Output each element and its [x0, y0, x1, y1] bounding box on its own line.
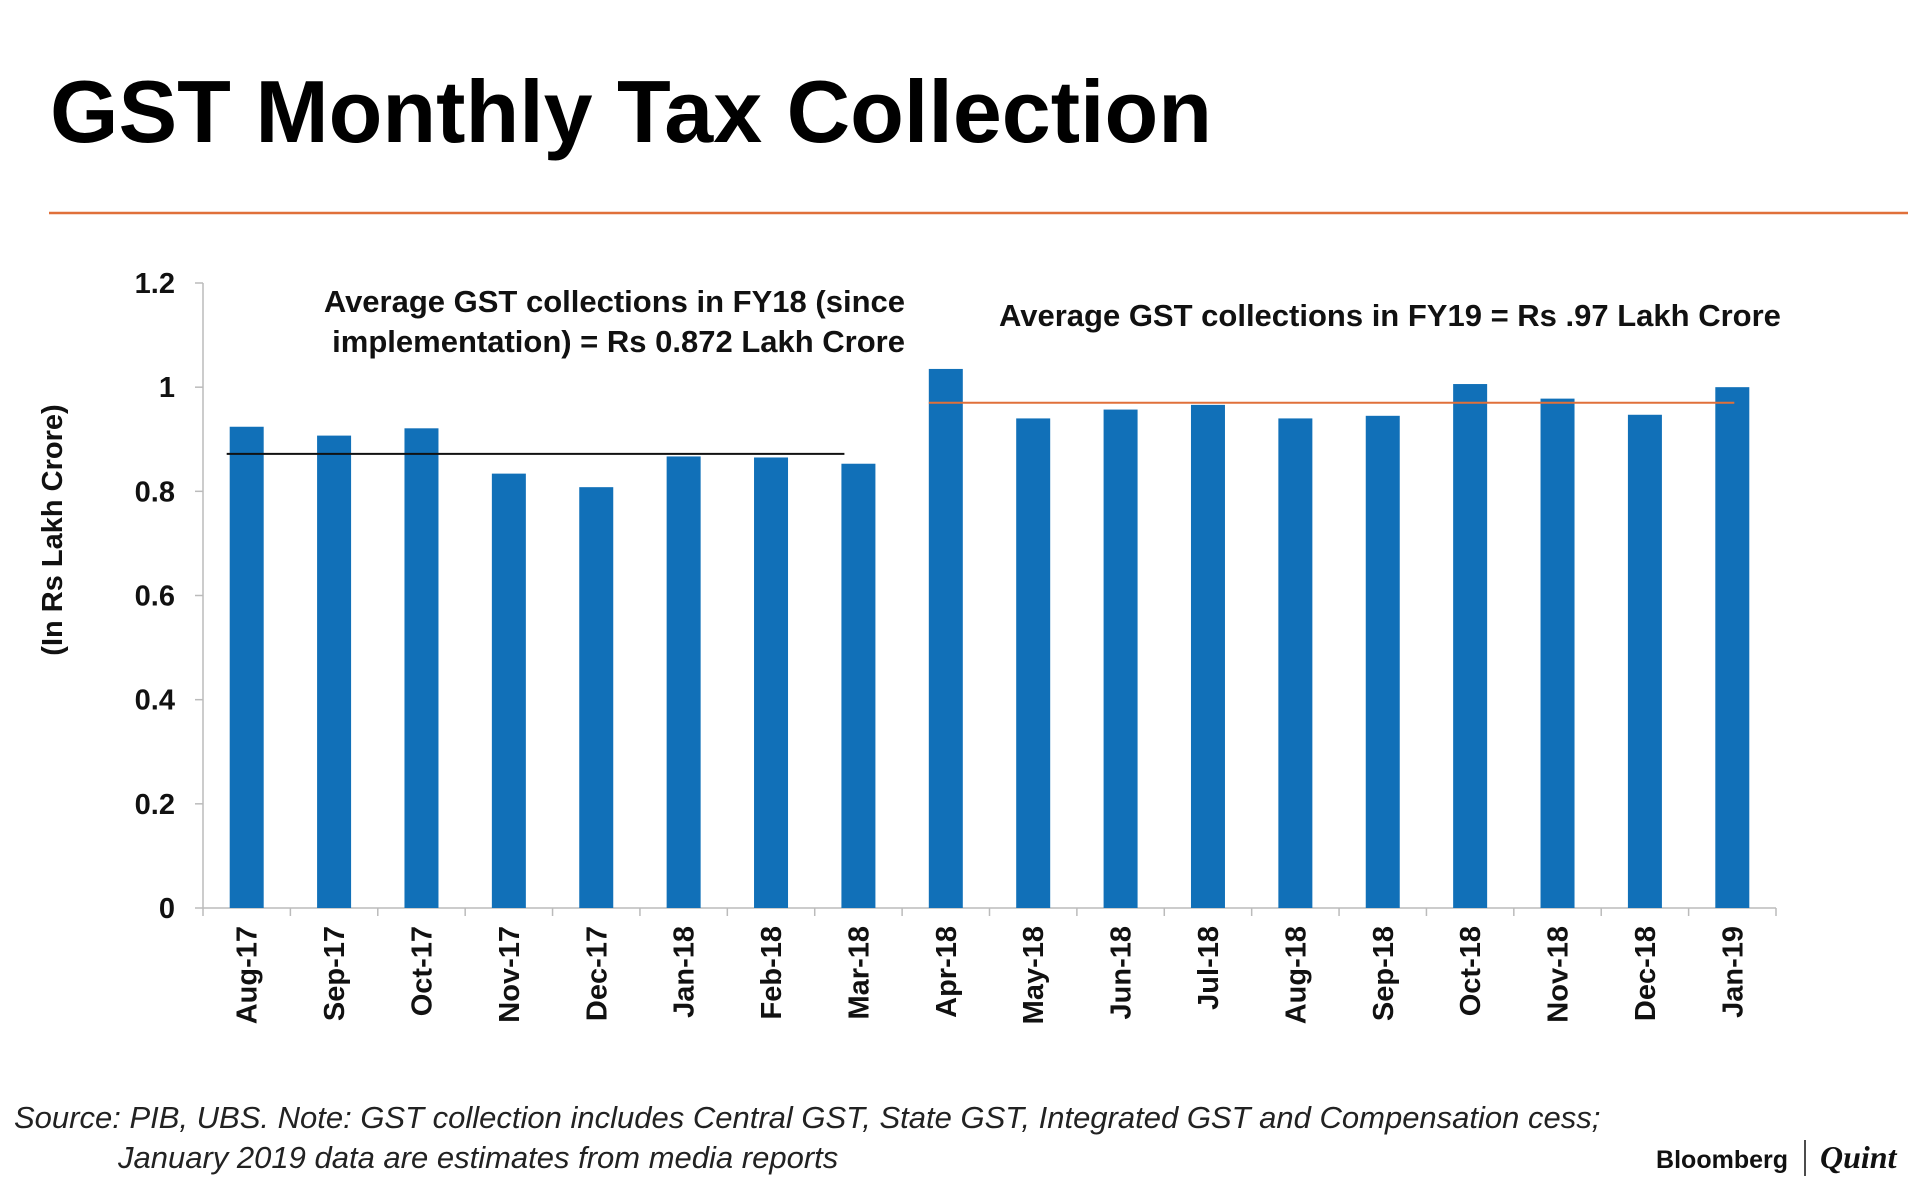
bar-may-18 — [1016, 418, 1051, 908]
x-tick-label: Sep-17 — [319, 926, 351, 1021]
x-tick-label: Dec-17 — [581, 926, 613, 1021]
x-tick-label: Apr-18 — [931, 926, 963, 1018]
chart-title: GST Monthly Tax Collection — [50, 62, 1212, 161]
bar-sep-17 — [317, 435, 352, 908]
source-line-1: Source: PIB, UBS. Note: GST collection i… — [14, 1100, 1600, 1135]
x-tick-label: Jul-18 — [1193, 926, 1225, 1010]
bloomberg-quint-logo: Bloomberg Quint — [1656, 1139, 1898, 1176]
y-tick-label: 0.6 — [135, 581, 175, 613]
x-tick-label: Aug-18 — [1280, 926, 1312, 1024]
bar-feb-18 — [754, 457, 789, 908]
bar-apr-18 — [928, 368, 963, 908]
bar-jan-19 — [1715, 387, 1750, 909]
bar-jan-18 — [666, 456, 701, 908]
x-tick-label: Oct-18 — [1455, 926, 1487, 1016]
y-tick-label: 0.2 — [135, 789, 175, 821]
x-tick-label: Aug-17 — [232, 926, 264, 1024]
x-tick-label: May-18 — [1018, 926, 1050, 1024]
y-tick-label: 1.2 — [135, 268, 175, 300]
bar-nov-18 — [1540, 398, 1575, 908]
fy19-average-label: Average GST collections in FY19 = Rs .97… — [999, 298, 1781, 333]
x-tick-label: Jun-18 — [1106, 926, 1138, 1019]
y-tick-label: 0 — [159, 893, 175, 925]
bar-aug-18 — [1278, 418, 1313, 908]
bar-oct-18 — [1453, 384, 1488, 909]
bar-dec-17 — [579, 487, 614, 908]
x-tick-label: Nov-17 — [494, 926, 526, 1023]
bar-nov-17 — [491, 473, 526, 908]
bar-jun-18 — [1103, 409, 1138, 908]
x-tick-label: Jan-18 — [669, 926, 701, 1018]
x-tick-label: Mar-18 — [843, 926, 875, 1020]
fy18-average-label-line-1: Average GST collections in FY18 (since — [324, 284, 905, 319]
x-tick-label: Nov-18 — [1543, 926, 1575, 1023]
logo-quint: Quint — [1820, 1139, 1898, 1175]
fy18-average-label-line-2: implementation) = Rs 0.872 Lakh Crore — [332, 324, 905, 359]
logo-bloomberg: Bloomberg — [1656, 1146, 1788, 1174]
y-tick-label: 0.8 — [135, 476, 175, 508]
bar-mar-18 — [841, 463, 876, 908]
bar-jul-18 — [1190, 404, 1225, 908]
x-tick-label: Feb-18 — [756, 926, 788, 1019]
bar-aug-17 — [229, 426, 264, 908]
x-tick-label: Dec-18 — [1630, 926, 1662, 1021]
x-tick-label: Oct-17 — [406, 926, 438, 1016]
y-tick-label: 1 — [159, 372, 175, 404]
x-tick-label: Sep-18 — [1368, 926, 1400, 1021]
source-line-2: January 2019 data are estimates from med… — [117, 1140, 838, 1175]
bar-oct-17 — [404, 428, 439, 908]
x-tick-label: Jan-19 — [1717, 926, 1749, 1018]
bar-sep-18 — [1365, 415, 1400, 908]
bar-dec-18 — [1627, 414, 1662, 908]
y-axis-label: (In Rs Lakh Crore) — [37, 404, 69, 655]
y-tick-label: 0.4 — [135, 685, 175, 717]
